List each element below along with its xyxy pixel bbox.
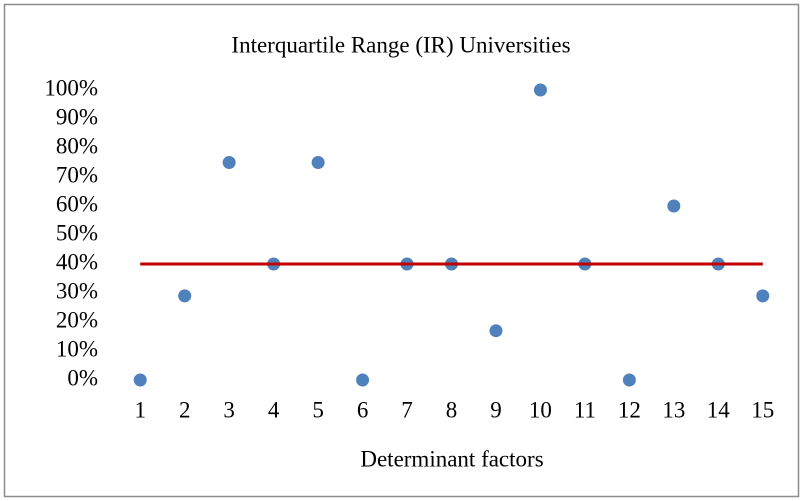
chart-border	[3, 3, 800, 498]
y-tick-label: 80%	[56, 133, 98, 158]
y-tick-label: 30%	[56, 278, 98, 303]
point	[622, 373, 636, 387]
x-tick-label: 3	[223, 397, 235, 422]
x-tick-label: 14	[707, 397, 731, 422]
x-tick-label: 4	[268, 397, 280, 422]
y-tick-label: 100%	[44, 75, 98, 100]
x-tick-label: 11	[574, 397, 596, 422]
x-tick-label: 15	[751, 397, 774, 422]
y-tick-label: 40%	[56, 249, 98, 274]
y-tick-label: 10%	[56, 336, 98, 361]
x-tick-label: 10	[529, 397, 552, 422]
y-tick-label: 0%	[67, 365, 98, 390]
point	[667, 199, 681, 213]
point	[533, 83, 547, 97]
point	[311, 156, 325, 169]
point	[756, 289, 770, 303]
y-tick-label: 20%	[56, 307, 98, 332]
x-tick-label: 5	[312, 397, 324, 422]
x-tick-label: 2	[179, 397, 191, 422]
x-tick-label: 9	[490, 397, 502, 422]
point	[356, 373, 370, 387]
chart-title: Interquartile Range (IR) Universities	[231, 32, 570, 57]
x-tick-label: 12	[618, 397, 641, 422]
y-tick-label: 90%	[56, 104, 98, 129]
y-tick-label: 50%	[56, 220, 98, 245]
x-axis-label: Determinant factors	[360, 446, 543, 471]
y-tick-label: 70%	[56, 162, 98, 187]
x-tick-label: 13	[662, 397, 685, 422]
x-tick-label: 8	[446, 397, 458, 422]
x-tick-label: 1	[134, 397, 146, 422]
point	[222, 156, 236, 169]
x-tick-label: 7	[401, 397, 413, 422]
point	[489, 324, 503, 338]
point	[133, 373, 147, 387]
point	[178, 289, 192, 303]
x-tick-label: 6	[357, 397, 369, 422]
y-tick-label: 60%	[56, 191, 98, 216]
